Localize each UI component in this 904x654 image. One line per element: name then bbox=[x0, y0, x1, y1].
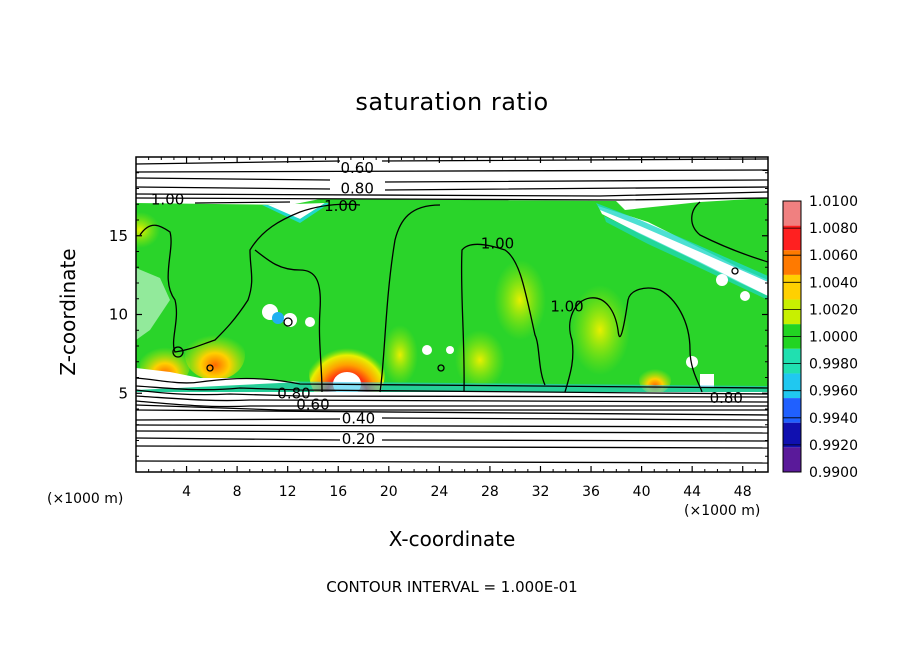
contour-label: 0.40 bbox=[342, 409, 375, 427]
colorbar-label: 0.9940 bbox=[809, 411, 858, 427]
x-tick-label: 20 bbox=[380, 484, 398, 500]
y-tick-label: 5 bbox=[118, 384, 128, 402]
contour-labels: 0.600.801.00 1.001.001.000.800.60 0.800.40… bbox=[151, 159, 743, 448]
contour-label: 0.80 bbox=[277, 384, 310, 402]
z-unit-label: (×1000 m) bbox=[47, 491, 124, 507]
contour-label: 1.00 bbox=[324, 197, 357, 215]
y-tick-label: 15 bbox=[109, 227, 128, 245]
chart-title: saturation ratio bbox=[355, 88, 549, 116]
contour-label: 1.00 bbox=[481, 235, 514, 253]
colorbar-swatch bbox=[783, 447, 801, 472]
colorbar-swatch bbox=[783, 422, 801, 448]
contour-label: 0.80 bbox=[340, 180, 373, 198]
colorbar-swatch bbox=[783, 373, 801, 399]
colorbar-label: 1.0020 bbox=[809, 302, 858, 318]
x-tick-label: 8 bbox=[233, 484, 242, 500]
colorbar-label: 1.0100 bbox=[809, 194, 858, 210]
colorbar-label: 1.0080 bbox=[809, 221, 858, 237]
contour-label: 1.00 bbox=[151, 191, 184, 209]
colorbar-swatch bbox=[783, 250, 801, 275]
saturation-field bbox=[136, 198, 768, 472]
x-tick-label: 44 bbox=[683, 484, 701, 500]
x-tick-label: 40 bbox=[633, 484, 651, 500]
x-tick-label: 32 bbox=[532, 484, 550, 500]
colorbar-label: 0.9980 bbox=[809, 357, 858, 373]
contour-label: 0.80 bbox=[710, 389, 743, 407]
colorbar-label: 1.0040 bbox=[809, 275, 858, 291]
colorbar-swatch bbox=[783, 299, 801, 325]
colorbar-label: 1.0000 bbox=[809, 330, 858, 346]
x-unit-label: (×1000 m) bbox=[684, 503, 761, 519]
colorbar: 1.0100 1.0080 1.0060 1.0040 1.0020 1.0000 0.99… bbox=[782, 194, 858, 481]
colorbar-label: 1.0060 bbox=[809, 248, 858, 264]
contour-label: 0.20 bbox=[342, 430, 375, 448]
x-tick-label: 12 bbox=[279, 484, 297, 500]
y-axis-label: Z-coordinate bbox=[56, 248, 80, 376]
contour-label: 0.60 bbox=[340, 159, 373, 177]
x-tick-label: 24 bbox=[430, 484, 448, 500]
x-tick-label: 16 bbox=[329, 484, 347, 500]
colorbar-swatch bbox=[783, 225, 801, 251]
colorbar-swatch bbox=[783, 398, 801, 423]
colorbar-swatch bbox=[783, 274, 801, 300]
x-tick-label: 4 bbox=[182, 484, 191, 500]
contour-label: 1.00 bbox=[550, 298, 583, 316]
contour-label: 0.60 bbox=[296, 395, 329, 413]
x-axis: 4 8 12 16 20 24 28 32 36 40 44 48 bbox=[148, 157, 756, 500]
y-axis: 5 10 15 bbox=[109, 172, 768, 457]
x-tick-label: 28 bbox=[481, 484, 499, 500]
contour-interval-note: CONTOUR INTERVAL = 1.000E-01 bbox=[326, 578, 578, 596]
x-tick-label: 48 bbox=[734, 484, 752, 500]
y-tick-label: 10 bbox=[109, 306, 128, 324]
colorbar-label: 0.9960 bbox=[809, 384, 858, 400]
x-tick-label: 36 bbox=[582, 484, 600, 500]
colorbar-swatch bbox=[783, 201, 801, 226]
contour-lines bbox=[136, 158, 768, 464]
colorbar-swatch bbox=[783, 348, 801, 374]
colorbar-label: 0.9920 bbox=[809, 438, 858, 454]
colorbar-label: 0.9900 bbox=[809, 465, 858, 481]
x-axis-label: X-coordinate bbox=[388, 527, 516, 551]
